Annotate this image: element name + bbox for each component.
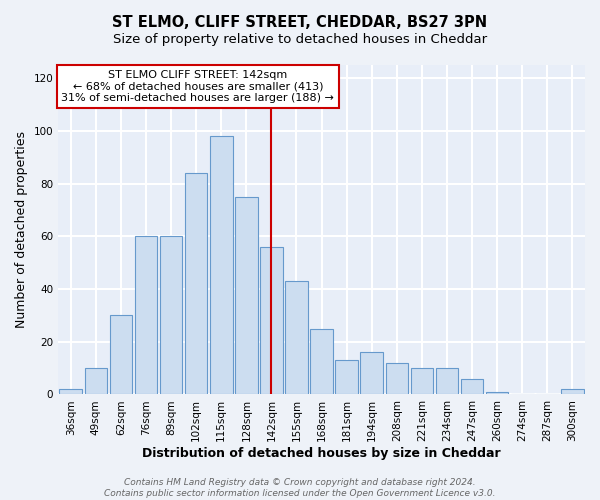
Bar bbox=[386, 363, 408, 394]
Bar bbox=[461, 378, 484, 394]
Bar bbox=[160, 236, 182, 394]
Bar bbox=[486, 392, 508, 394]
Bar bbox=[185, 173, 208, 394]
Text: ST ELMO CLIFF STREET: 142sqm
← 68% of detached houses are smaller (413)
31% of s: ST ELMO CLIFF STREET: 142sqm ← 68% of de… bbox=[61, 70, 334, 103]
Bar bbox=[310, 328, 333, 394]
Bar bbox=[335, 360, 358, 394]
Bar bbox=[436, 368, 458, 394]
Y-axis label: Number of detached properties: Number of detached properties bbox=[15, 131, 28, 328]
Bar bbox=[361, 352, 383, 395]
Bar bbox=[210, 136, 233, 394]
Bar bbox=[235, 197, 257, 394]
Text: Size of property relative to detached houses in Cheddar: Size of property relative to detached ho… bbox=[113, 32, 487, 46]
Bar bbox=[285, 281, 308, 394]
X-axis label: Distribution of detached houses by size in Cheddar: Distribution of detached houses by size … bbox=[142, 447, 501, 460]
Bar bbox=[110, 316, 132, 394]
Text: Contains HM Land Registry data © Crown copyright and database right 2024.
Contai: Contains HM Land Registry data © Crown c… bbox=[104, 478, 496, 498]
Bar bbox=[561, 389, 584, 394]
Bar bbox=[134, 236, 157, 394]
Bar bbox=[410, 368, 433, 394]
Bar bbox=[59, 389, 82, 394]
Bar bbox=[85, 368, 107, 394]
Text: ST ELMO, CLIFF STREET, CHEDDAR, BS27 3PN: ST ELMO, CLIFF STREET, CHEDDAR, BS27 3PN bbox=[112, 15, 488, 30]
Bar bbox=[260, 247, 283, 394]
